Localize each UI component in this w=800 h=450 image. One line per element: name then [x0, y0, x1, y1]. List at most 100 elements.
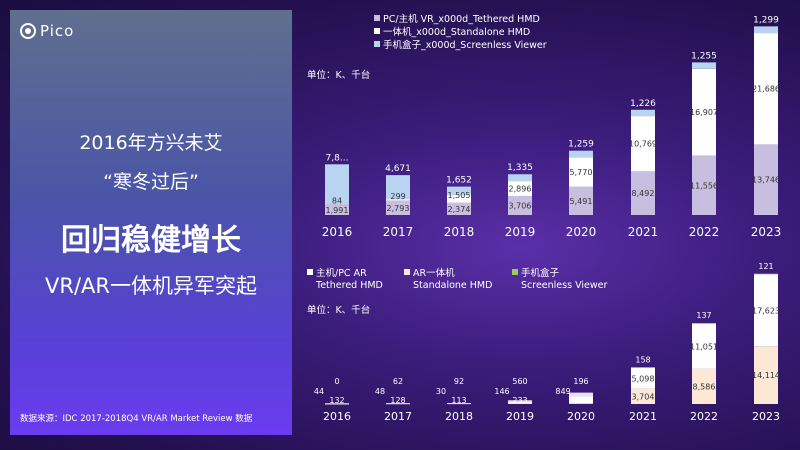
bar-segment	[325, 204, 349, 205]
bar-segment	[325, 404, 349, 405]
x-tick-label: 2017	[383, 225, 414, 239]
total-label: 1,259	[568, 140, 594, 150]
bar-segment	[569, 403, 593, 404]
bar-segment	[631, 388, 655, 404]
legend-swatch	[374, 15, 380, 21]
bar-segment	[508, 401, 532, 404]
headline-line4: VR/AR一体机异军突起	[45, 274, 257, 298]
bar-segment	[692, 323, 716, 324]
data-label: 44	[314, 387, 324, 396]
data-label: 1,505	[448, 191, 471, 200]
legend-label-line: Screenless Viewer	[521, 280, 607, 291]
bar-segment	[631, 116, 655, 172]
bar-segment	[569, 392, 593, 397]
data-label: 11,051	[690, 342, 718, 351]
bar-segment	[508, 195, 532, 215]
data-label: 21,686	[752, 85, 780, 94]
total-label: 1,255	[691, 51, 717, 61]
data-label: 8,492	[632, 189, 655, 198]
left-title-panel	[10, 10, 292, 435]
bar-segment	[508, 400, 532, 401]
headline-line1: 2016年方兴未艾	[79, 132, 223, 154]
data-label: 2,896	[509, 185, 532, 194]
data-label: 137	[696, 311, 711, 320]
bar-segment	[692, 155, 716, 215]
data-label: 10,769	[629, 140, 657, 149]
data-source-note: 数据来源：IDC 2017-2018Q4 VR/AR Market Review…	[20, 414, 253, 424]
bar-segment	[754, 33, 778, 145]
bar-segment	[692, 62, 716, 69]
bar-segment	[631, 368, 655, 389]
data-label: 849	[555, 387, 570, 396]
bar-segment	[569, 186, 593, 215]
headline-line2: “寒冬过后”	[103, 171, 199, 193]
bar-segment	[631, 367, 655, 369]
data-label: 14,114	[752, 371, 780, 380]
bar-segment	[386, 175, 410, 200]
data-label: 8,586	[693, 382, 716, 391]
legend-label: 手机盒子_x000d_Screenless Viewer	[383, 39, 547, 51]
legend-label-line: 手机盒子	[521, 267, 560, 279]
bar-segment	[754, 144, 778, 215]
bar-segment	[754, 273, 778, 275]
total-label: 4,671	[385, 164, 411, 174]
data-label: 233	[512, 396, 527, 405]
legend-label-line: Standalone HMD	[413, 280, 492, 291]
bar-segment	[508, 181, 532, 196]
total-label: 7,8...	[326, 153, 349, 163]
data-label: 48	[375, 387, 385, 396]
bar-segment	[386, 403, 410, 404]
data-label: 2,374	[448, 205, 471, 214]
x-tick-label: 2022	[690, 410, 718, 423]
bar-segment	[325, 164, 349, 205]
legend-swatch	[404, 269, 410, 275]
legend-swatch	[307, 269, 313, 275]
legend-swatch	[374, 41, 380, 47]
data-label: 1,741	[570, 396, 593, 405]
x-tick-label: 2016	[323, 410, 351, 423]
bar-segment	[386, 403, 410, 405]
data-label: 1,991	[326, 206, 349, 215]
x-tick-label: 2019	[506, 410, 534, 423]
legend-label-line: AR一体机	[413, 267, 455, 279]
x-tick-label: 2018	[445, 410, 473, 423]
total-label: 1,335	[507, 163, 533, 173]
total-label: 1,299	[753, 15, 779, 25]
x-tick-label: 2022	[689, 225, 720, 239]
bar-segment	[692, 368, 716, 404]
bar-segment	[508, 400, 532, 402]
legend-label-line: 主机/PC AR	[316, 267, 367, 279]
bar-segment	[447, 403, 471, 405]
bar-segment	[631, 171, 655, 215]
x-tick-label: 2018	[444, 225, 475, 239]
unit-label: 单位：K、千台	[307, 69, 370, 81]
data-label: 5,098	[632, 374, 655, 383]
bar-segment	[631, 109, 655, 117]
x-tick-label: 2020	[566, 225, 597, 239]
bar-segment	[325, 403, 349, 404]
data-label: 17,623	[752, 306, 780, 315]
headline-line3: 回归稳健增长	[61, 223, 241, 258]
data-label: 560	[512, 377, 527, 386]
x-tick-label: 2020	[567, 410, 595, 423]
legend-label: PC/主机 VR_x000d_Tethered HMD	[383, 13, 540, 25]
legend-swatch	[374, 28, 380, 34]
data-label: 5,770	[570, 168, 593, 177]
x-tick-label: 2019	[505, 225, 536, 239]
data-label: 84	[332, 197, 342, 206]
bar-segment	[569, 396, 593, 404]
brand-logo: Pico	[20, 22, 74, 40]
bar-segment	[754, 26, 778, 34]
x-tick-label: 2021	[628, 225, 659, 239]
bar-segment	[569, 157, 593, 187]
bar-segment	[692, 68, 716, 156]
x-tick-label: 2021	[629, 410, 657, 423]
bar-segment	[754, 346, 778, 404]
x-tick-label: 2017	[384, 410, 412, 423]
data-label: 132	[329, 396, 344, 405]
legend-label: 一体机_x000d_Standalone HMD	[383, 26, 530, 38]
data-label: 113	[451, 396, 466, 405]
bar-segment	[325, 204, 349, 215]
bar-segment	[569, 150, 593, 158]
